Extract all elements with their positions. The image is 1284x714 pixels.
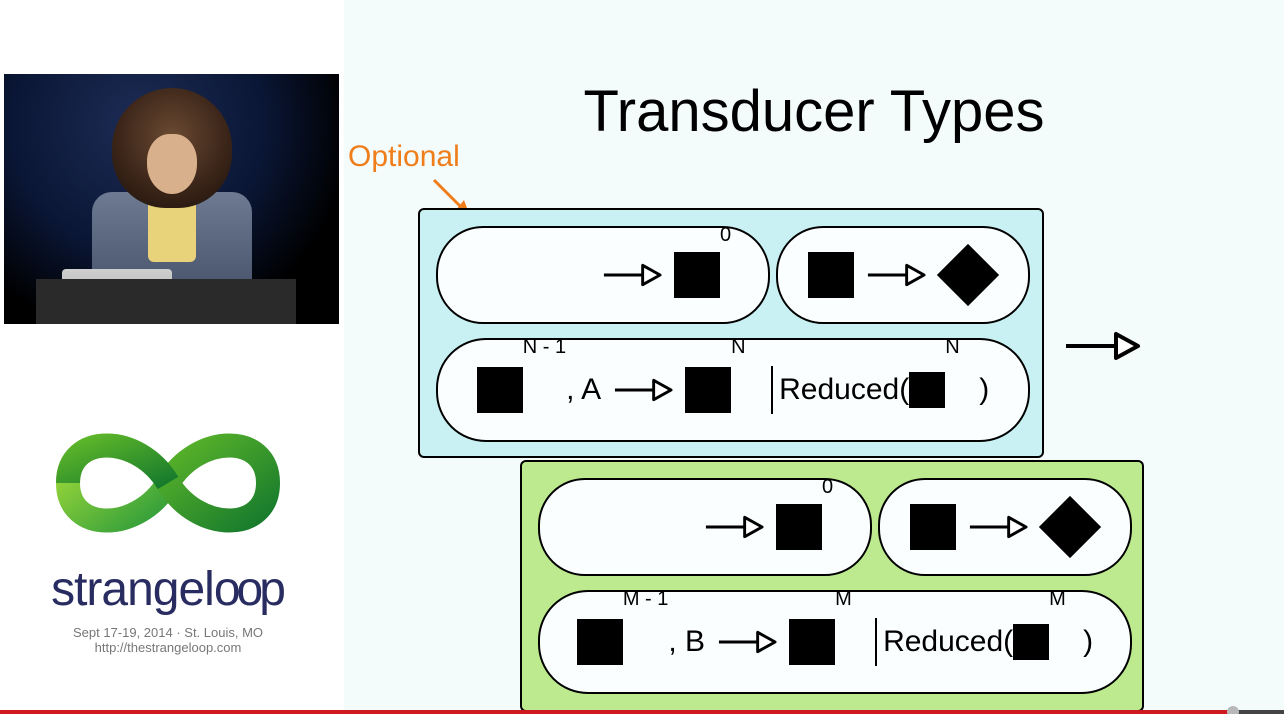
infinity-ribbon-icon <box>18 408 318 558</box>
conference-url: http://thestrangeloop.com <box>18 640 318 655</box>
square-icon <box>910 504 956 550</box>
square-icon <box>789 619 835 665</box>
arity-step-pill: N - 1 , A N Reduced( N ) <box>436 338 1030 442</box>
left-column: strangeloop Sept 17-19, 2014 · St. Louis… <box>0 0 340 714</box>
arrow-icon <box>968 515 1028 539</box>
arrow-icon <box>866 263 926 287</box>
exponent: N <box>945 336 979 359</box>
transform-arrow-icon <box>1064 330 1140 362</box>
slide-area: Transducer Types Optional 0 N <box>344 0 1284 710</box>
slide-title: Transducer Types <box>344 78 1284 145</box>
pipe-icon <box>875 618 877 666</box>
input-letter: , A <box>566 373 601 407</box>
input-letter: , B <box>668 625 705 659</box>
square-icon <box>909 372 945 408</box>
arity-init-pill: 0 <box>538 478 872 576</box>
arity-step-pill: M - 1 , B M Reduced( M ) <box>538 590 1132 694</box>
exponent: M <box>835 588 869 611</box>
square-icon <box>1013 624 1049 660</box>
diamond-icon <box>937 244 999 306</box>
pipe-icon <box>771 366 773 414</box>
speaker-video-thumbnail[interactable] <box>4 74 339 324</box>
exponent: 0 <box>822 476 856 499</box>
exponent: M - 1 <box>623 588 669 611</box>
reduced-close: ) <box>1083 625 1093 659</box>
annotation-optional: Optional <box>348 140 460 174</box>
exponent: N <box>731 336 765 359</box>
square-icon <box>674 252 720 298</box>
square-icon <box>776 504 822 550</box>
exponent: M <box>1049 588 1083 611</box>
transducer-box-bottom: 0 M - 1 , B M Reduced( M ) <box>520 460 1144 712</box>
reduced-close: ) <box>979 373 989 407</box>
arrow-icon <box>704 515 764 539</box>
exponent: N - 1 <box>523 336 566 359</box>
video-progress-bar[interactable] <box>0 710 1284 714</box>
arity-complete-pill <box>776 226 1030 324</box>
arity-complete-pill <box>878 478 1132 576</box>
square-icon <box>808 252 854 298</box>
reduced-label: Reduced( <box>779 373 909 407</box>
arrow-icon <box>602 263 662 287</box>
square-icon <box>685 367 731 413</box>
reduced-label: Reduced( <box>883 625 1013 659</box>
square-icon <box>477 367 523 413</box>
diamond-icon <box>1039 496 1101 558</box>
transducer-box-top: 0 N - 1 , A N Reduced( N <box>418 208 1044 458</box>
arrow-icon <box>613 378 673 402</box>
video-progress-fill <box>0 710 1233 714</box>
conference-name: strangeloop <box>18 562 318 617</box>
video-progress-knob[interactable] <box>1227 706 1239 714</box>
arity-init-pill: 0 <box>436 226 770 324</box>
conference-dates: Sept 17-19, 2014 · St. Louis, MO <box>18 625 318 640</box>
square-icon <box>577 619 623 665</box>
arrow-icon <box>717 630 777 654</box>
exponent: 0 <box>720 224 754 247</box>
conference-logo: strangeloop Sept 17-19, 2014 · St. Louis… <box>18 408 318 655</box>
